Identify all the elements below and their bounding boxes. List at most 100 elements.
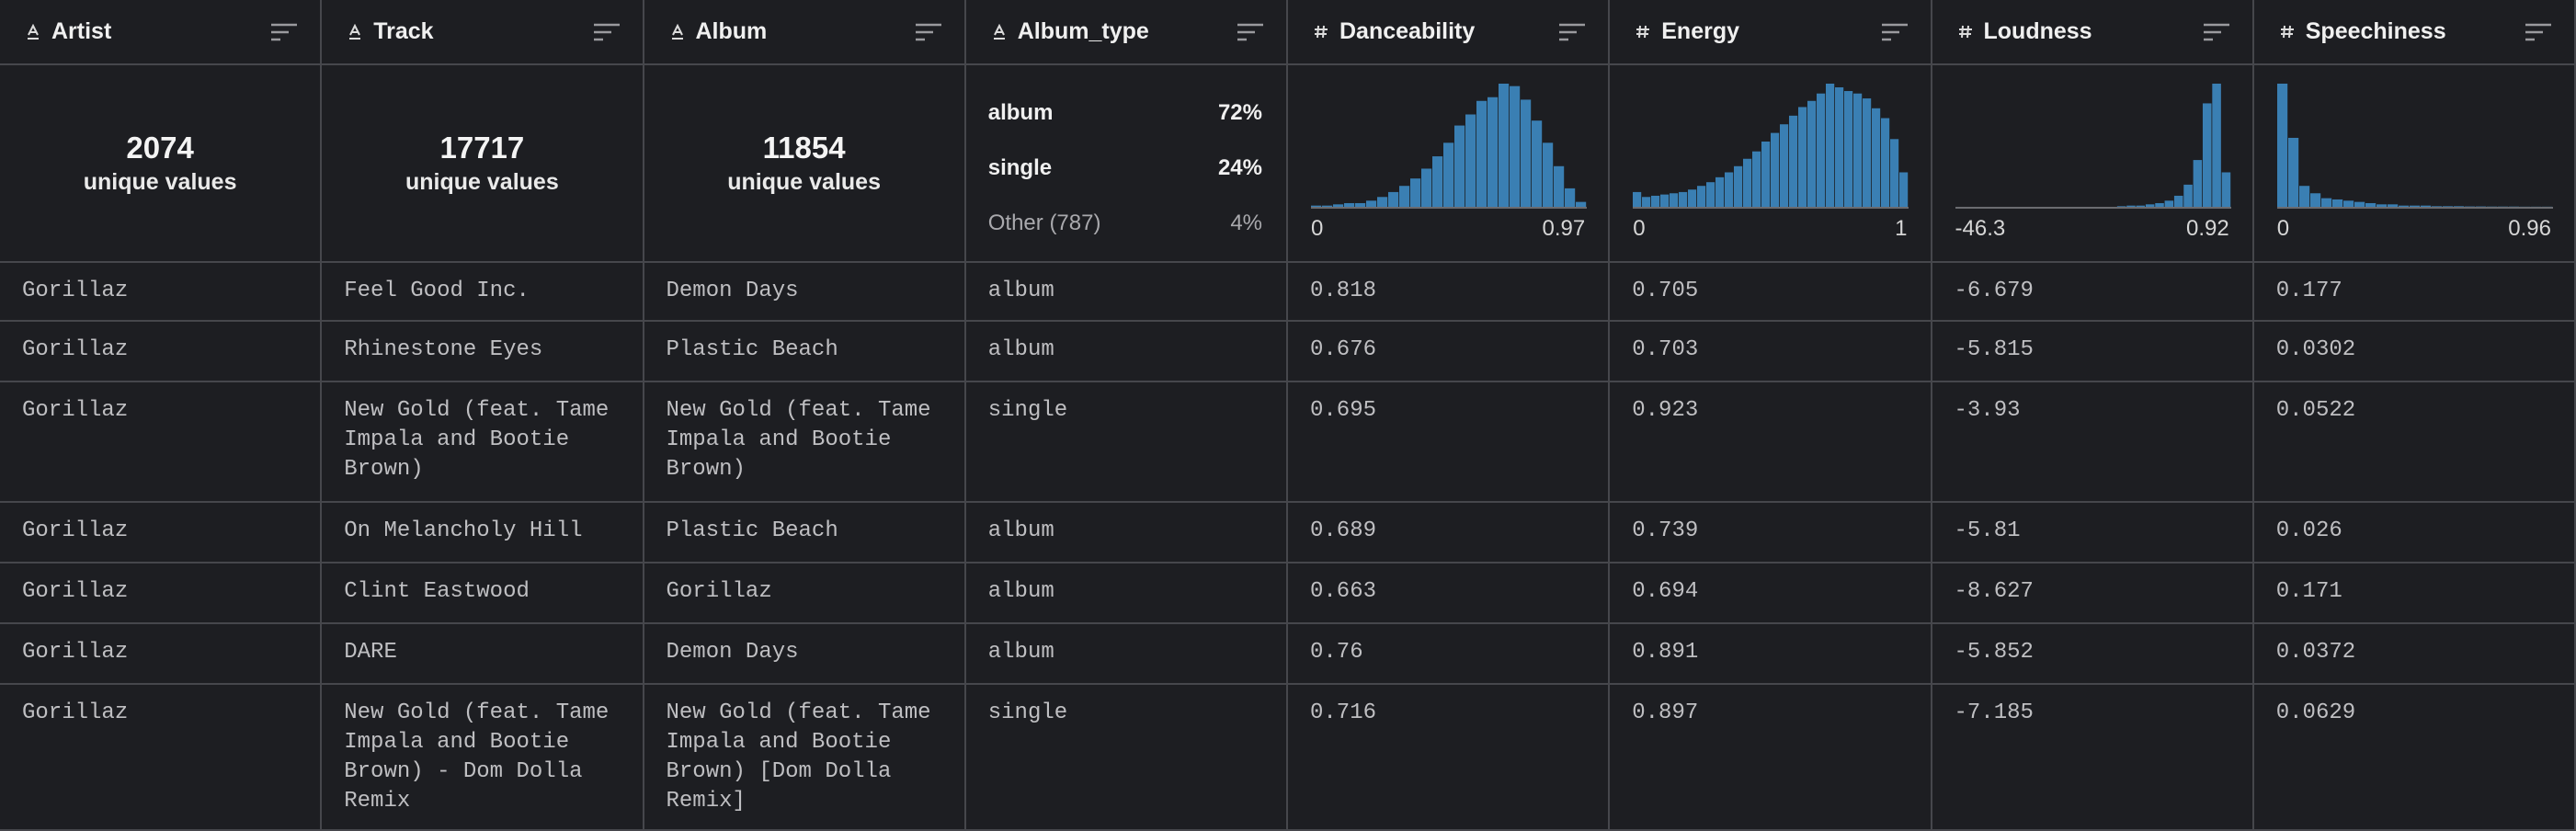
histogram-bar [1565, 188, 1576, 207]
histogram-bar [1377, 197, 1388, 207]
sort-button[interactable] [1881, 22, 1909, 42]
table-cell: Gorillaz [0, 624, 323, 685]
text-icon [671, 23, 683, 40]
unique-caption: unique values [727, 169, 881, 195]
column-header[interactable]: Track [322, 0, 644, 65]
icon-shape [1315, 25, 1328, 38]
table-cell: Gorillaz [0, 263, 323, 322]
number-icon [2280, 25, 2294, 38]
histogram-bar [2376, 204, 2387, 207]
category-percent: 24% [1217, 155, 1262, 180]
sort-button[interactable] [2525, 22, 2552, 42]
histogram-bar [1576, 201, 1587, 207]
unique-summary: 11854 unique values [644, 65, 966, 263]
table-cell: album [965, 322, 1288, 382]
icon-shape [593, 23, 620, 40]
category-row: Other (787) 4% [988, 196, 1262, 251]
histogram-bar [2431, 206, 2442, 207]
histogram-bar [2387, 204, 2398, 207]
histogram-range: 0 0.96 [2277, 216, 2551, 242]
histogram-bar [2409, 205, 2420, 207]
category-label: Other (787) [987, 211, 1101, 235]
histogram-bar [1743, 158, 1752, 207]
icon-shape [349, 23, 361, 40]
histogram-bar [1660, 194, 1670, 207]
table-cell: album [965, 624, 1288, 685]
histogram-bar [1651, 195, 1660, 207]
table-cell: album [965, 563, 1288, 624]
histogram-bar [1771, 132, 1780, 207]
histogram-bar [2420, 205, 2431, 207]
table-cell: album [965, 503, 1288, 563]
sort-button[interactable] [270, 22, 298, 42]
column-name: Artist [51, 18, 112, 44]
table-cell: 0.705 [1610, 263, 1932, 322]
histogram [1311, 84, 1587, 209]
table-cell: Gorillaz [644, 563, 966, 624]
histogram-bar [1521, 99, 1532, 207]
sort-button[interactable] [1558, 22, 1586, 42]
unique-count: 11854 [762, 131, 846, 165]
column-header[interactable]: Danceability [1288, 0, 1611, 65]
sort-button[interactable] [915, 22, 942, 42]
histogram-range: -46.3 0.92 [1955, 216, 2229, 242]
histogram-bar [1554, 165, 1565, 207]
icon-shape [1958, 25, 1972, 38]
histogram-summary: -46.3 0.92 [1932, 65, 2254, 263]
histogram-bar [1465, 114, 1476, 207]
table-cell: 0.739 [1610, 503, 1932, 563]
range-min: 0 [2276, 216, 2290, 241]
table-cell: 0.703 [1610, 322, 1932, 382]
histogram-bar [1366, 200, 1377, 207]
table-cell: Demon Days [644, 263, 966, 322]
icon-shape [2525, 23, 2551, 40]
column-header[interactable]: Loudness [1932, 0, 2254, 65]
table-cell: 0.171 [2253, 563, 2576, 624]
column-header[interactable]: Album [644, 0, 966, 65]
table-cell: -3.93 [1932, 382, 2254, 503]
histogram-bar [1863, 98, 1872, 207]
icon-shape [1237, 23, 1263, 40]
table-cell: Gorillaz [0, 503, 323, 563]
column-header[interactable]: Album_type [965, 0, 1288, 65]
icon-shape [271, 23, 298, 40]
sort-button[interactable] [1237, 22, 1264, 42]
histogram-bar [1899, 172, 1909, 207]
number-icon [1636, 25, 1650, 38]
histogram-bar [1499, 84, 1510, 207]
histogram-bar [2398, 205, 2409, 207]
histogram-bar [2342, 200, 2354, 207]
table-cell: On Melancholy Hill [322, 503, 644, 563]
category-percent: 4% [1230, 211, 1262, 235]
table-cell: 0.663 [1288, 563, 1611, 624]
histogram-bar [2442, 206, 2453, 207]
column-header[interactable]: Energy [1610, 0, 1932, 65]
sort-button[interactable] [2203, 22, 2230, 42]
table-cell: Feel Good Inc. [322, 263, 644, 322]
histogram-bar [2354, 201, 2365, 207]
histogram-bar [2287, 137, 2298, 207]
table-cell: 0.818 [1288, 263, 1611, 322]
number-icon [1315, 25, 1328, 38]
sort-button[interactable] [593, 22, 621, 42]
column-header[interactable]: Speechiness [2253, 0, 2576, 65]
table-cell: album [965, 263, 1288, 322]
table-cell: Gorillaz [0, 685, 323, 831]
histogram-bar [2309, 193, 2320, 207]
histogram [2276, 84, 2553, 209]
category-summary: album 72% single 24% Other (787) 4% [965, 65, 1288, 263]
table-cell: 0.76 [1288, 624, 1611, 685]
column-name: Energy [1661, 18, 1740, 44]
histogram-bar [1890, 139, 1899, 207]
table-cell: New Gold (feat. Tame Impala and Bootie B… [644, 685, 966, 831]
table-cell: -5.815 [1932, 322, 2254, 382]
histogram-bar [1725, 172, 1734, 207]
histogram-summary: 0 0.97 [1288, 65, 1611, 263]
unique-count: 2074 [126, 131, 194, 165]
table-cell: single [965, 685, 1288, 831]
table-cell: 0.026 [2253, 503, 2576, 563]
histogram-bar [2221, 172, 2230, 207]
histogram-bar [1853, 93, 1863, 207]
histogram-bar [1443, 142, 1454, 207]
column-header[interactable]: Artist [0, 0, 323, 65]
